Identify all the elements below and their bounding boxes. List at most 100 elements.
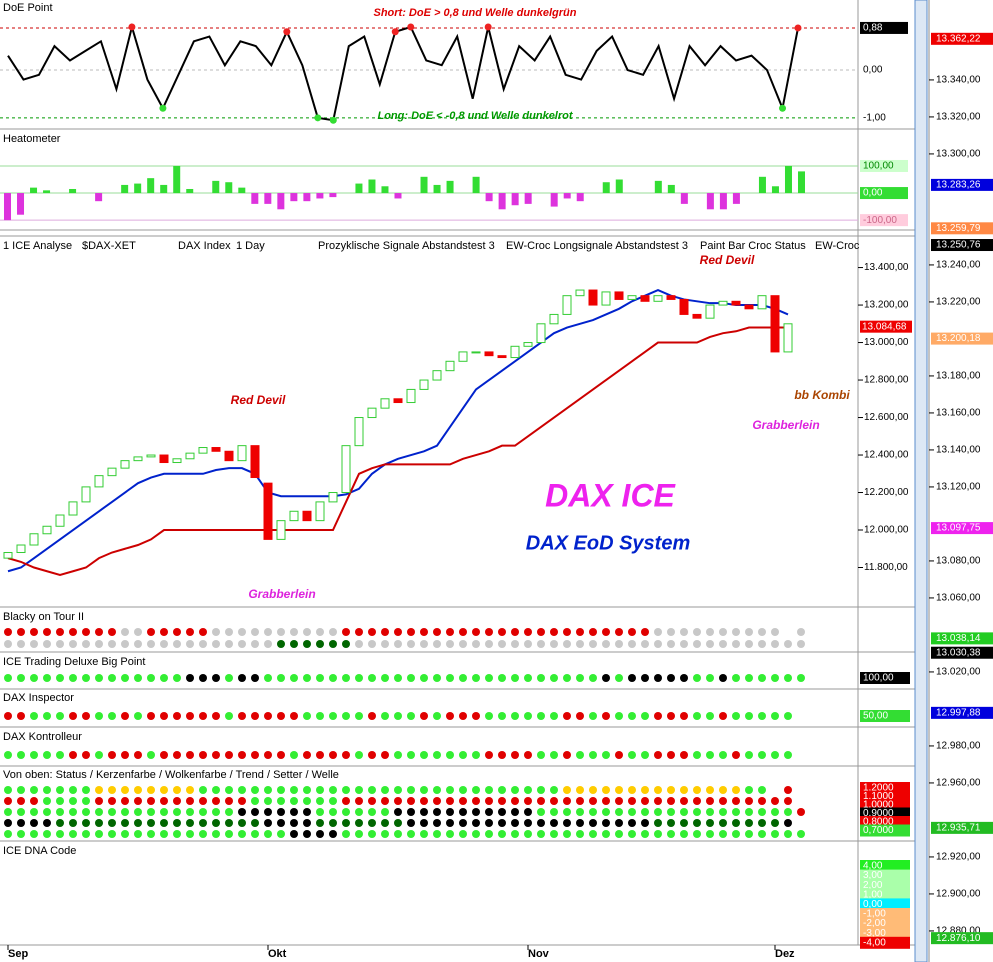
status-dot [108, 786, 116, 794]
status-dot [121, 751, 129, 759]
status-dot [212, 628, 220, 636]
status-dot [186, 628, 194, 636]
status-dot [472, 819, 480, 827]
price-marker-label: 13.283,26 [936, 180, 981, 191]
status-dot [667, 786, 675, 794]
status-dot [797, 674, 805, 682]
status-dot [732, 712, 740, 720]
value-label: -2,00 [863, 918, 886, 929]
status-dot [290, 640, 298, 648]
heat-bar [615, 179, 623, 194]
heat-bar [303, 193, 311, 202]
status-dot [69, 797, 77, 805]
status-dot [472, 640, 480, 648]
status-dot [732, 751, 740, 759]
candle [16, 544, 26, 554]
status-dot [498, 830, 506, 838]
status-dot [186, 830, 194, 838]
heat-bar [654, 180, 662, 194]
status-dot [446, 808, 454, 816]
status-dot [342, 712, 350, 720]
status-dot [433, 712, 441, 720]
status-dot [667, 808, 675, 816]
status-dot [784, 751, 792, 759]
price-marker-label: 12.876,10 [936, 933, 981, 944]
status-dot [615, 819, 623, 827]
status-dot [82, 751, 90, 759]
status-dot [758, 808, 766, 816]
candle [549, 313, 559, 325]
status-dot [43, 751, 51, 759]
status-dot [316, 640, 324, 648]
status-dot [56, 797, 64, 805]
candle [120, 460, 130, 469]
status-dot [381, 786, 389, 794]
status-dot [680, 674, 688, 682]
status-dot [472, 808, 480, 816]
status-dot [43, 808, 51, 816]
status-dot [264, 819, 272, 827]
status-dot [30, 628, 38, 636]
status-dot [498, 808, 506, 816]
status-dot [472, 786, 480, 794]
status-dot [433, 808, 441, 816]
status-dot [329, 786, 337, 794]
candle [3, 552, 13, 559]
status-dot [693, 797, 701, 805]
status-dot [602, 712, 610, 720]
status-dot [472, 712, 480, 720]
status-dot [368, 797, 376, 805]
candle [107, 467, 117, 477]
annotation: Short: DoE > 0,8 und Welle dunkelgrün [373, 7, 576, 19]
candle [445, 360, 455, 372]
status-dot [199, 819, 207, 827]
scrollbar[interactable] [914, 0, 928, 962]
status-dot [667, 674, 675, 682]
status-dot [238, 808, 246, 816]
status-dot [82, 808, 90, 816]
status-dot [407, 628, 415, 636]
value-label: 50,00 [863, 711, 888, 722]
status-dot [121, 674, 129, 682]
status-dot [797, 808, 805, 816]
status-dot [394, 830, 402, 838]
signal-dot [159, 104, 167, 112]
value-box [860, 936, 910, 949]
status-dot [589, 830, 597, 838]
status-dot [771, 808, 779, 816]
status-dot [355, 712, 363, 720]
status-dot [329, 628, 337, 636]
price-marker [931, 178, 993, 191]
status-dot [342, 751, 350, 759]
y-tick-label: 13.060,00 [936, 593, 981, 604]
status-dot [719, 628, 727, 636]
status-dot [212, 819, 220, 827]
status-dot [706, 712, 714, 720]
status-dot [251, 751, 259, 759]
status-dot [186, 797, 194, 805]
status-dot [199, 712, 207, 720]
status-dot [446, 786, 454, 794]
status-dot [225, 797, 233, 805]
status-dot [719, 830, 727, 838]
status-dot [511, 830, 519, 838]
panel-title: Von oben: Status / Kerzenfarbe / Wolkenf… [3, 769, 339, 781]
status-dot [615, 628, 623, 636]
y-tick-label: 13.160,00 [936, 408, 981, 419]
status-dot [498, 628, 506, 636]
value-box [860, 927, 910, 940]
status-dot [238, 640, 246, 648]
status-dot [290, 830, 298, 838]
status-dot [303, 819, 311, 827]
header-item: DAX Index [178, 240, 231, 252]
price-marker-label: 13.259,79 [936, 223, 981, 234]
y-tick-label: 12.400,00 [864, 450, 909, 461]
status-dot [121, 797, 129, 805]
candle [640, 295, 650, 302]
status-dot [615, 786, 623, 794]
heat-bar [706, 193, 714, 210]
value-label: 0,9000 [863, 808, 894, 819]
status-dot [121, 808, 129, 816]
status-dot [30, 751, 38, 759]
status-dot [758, 674, 766, 682]
